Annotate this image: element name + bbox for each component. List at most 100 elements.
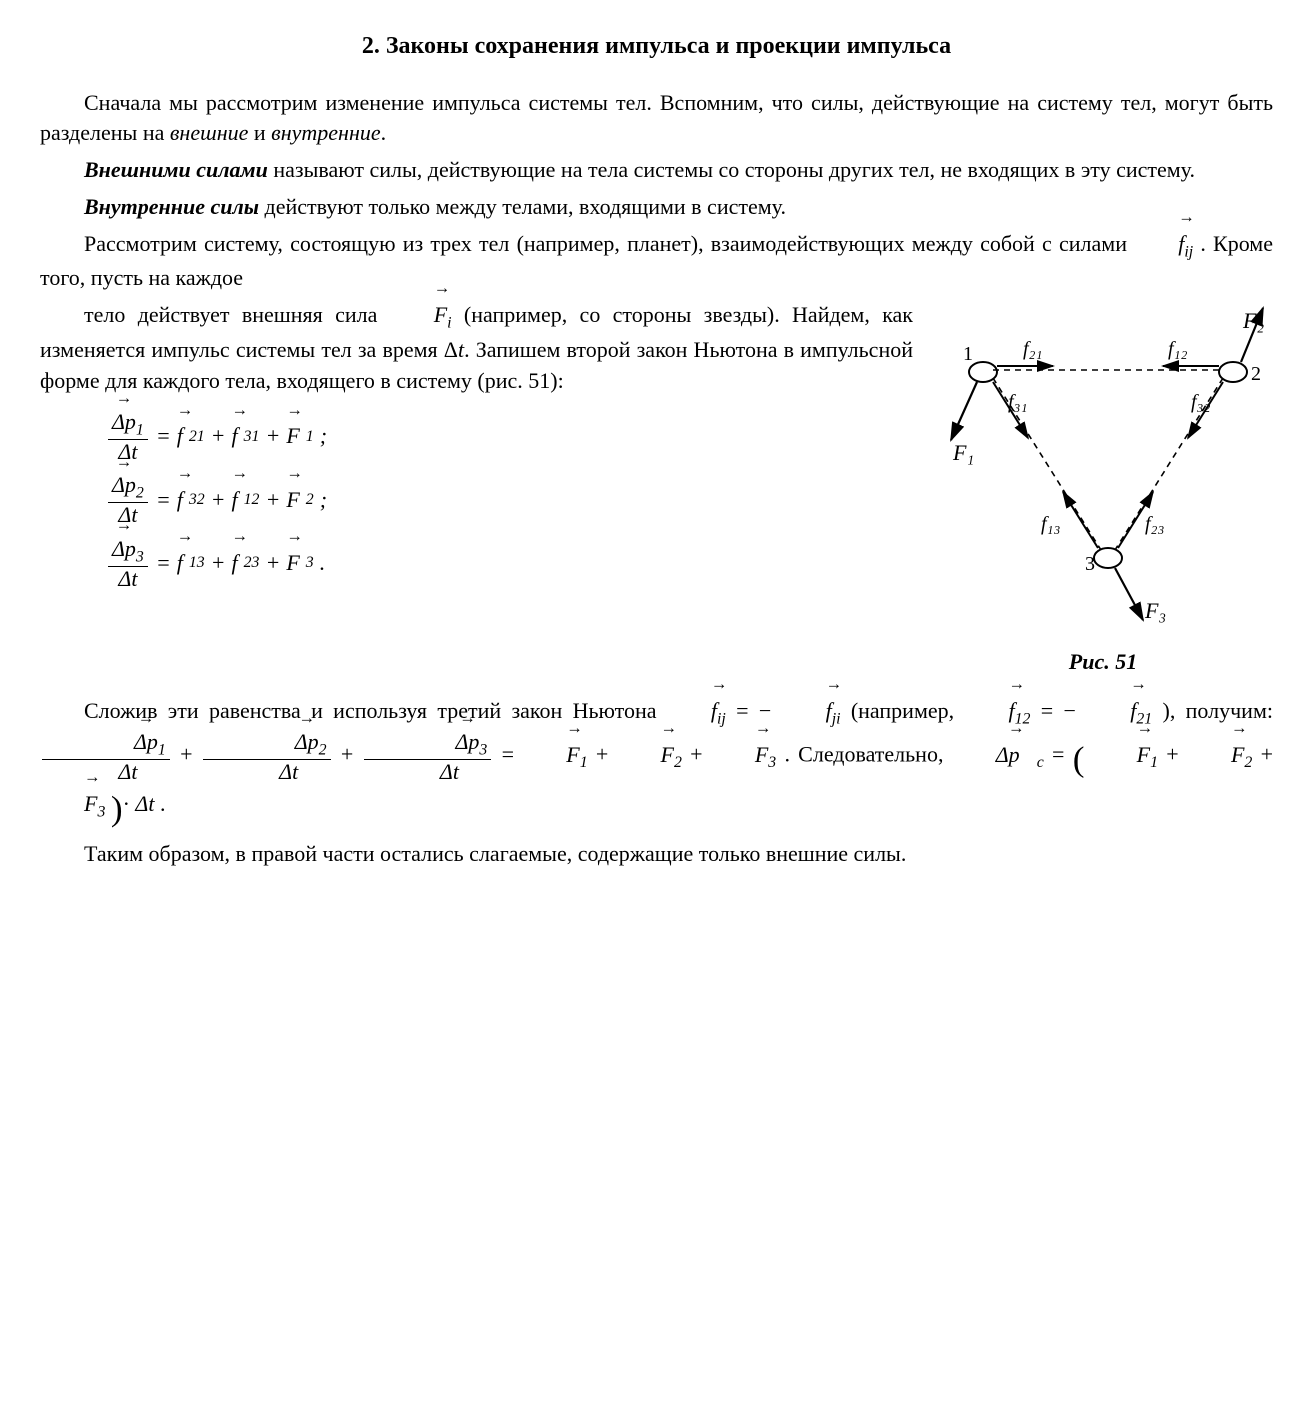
- sum-F3s: 3: [768, 754, 776, 771]
- fig-f21: f₂₁: [1023, 338, 1042, 360]
- equation-3: Δp3 Δt = f13 + f23 + F3 .: [106, 537, 913, 590]
- sum-end: . Следовательно,: [784, 742, 951, 767]
- eq1-t2b: f: [232, 423, 238, 448]
- dpc-p1: +: [1166, 742, 1187, 767]
- eq3-t2b: f: [232, 550, 238, 575]
- p1-em-2: внутренние: [271, 120, 380, 145]
- fig-f32: f₃₂: [1191, 391, 1211, 413]
- n3-lb: f: [711, 698, 717, 723]
- eq2-t1: f: [177, 485, 183, 516]
- sum-dp2s: 2: [319, 742, 327, 759]
- eq3-t3s: 3: [306, 552, 314, 574]
- p6d: .: [160, 791, 166, 816]
- fig-label-3: 3: [1085, 553, 1095, 575]
- sum-F3: F: [711, 740, 768, 771]
- sum-f3: Δp3 Δt: [364, 730, 492, 783]
- dpc-F3: F: [40, 789, 97, 820]
- fig-F2: F₂: [1242, 308, 1264, 333]
- sum-dp3s: 3: [479, 742, 487, 759]
- eq1-semi: ;: [320, 421, 327, 452]
- fig-f31: f₃₁: [1008, 391, 1027, 413]
- dpc-F3b: F: [84, 791, 97, 816]
- eq1-dp: Δp: [112, 410, 136, 433]
- eq2-semi: ;: [320, 485, 327, 516]
- eq3-dp: Δp: [112, 537, 136, 560]
- dpc-F2s: 2: [1244, 754, 1252, 771]
- sum-F2: F: [617, 740, 674, 771]
- sum-dp1s: 1: [158, 742, 166, 759]
- p2-lead: Внешними силами: [84, 157, 268, 182]
- dpc-b: Δp⃗: [996, 742, 1037, 767]
- eq1-eq: =: [156, 421, 171, 452]
- figure-51-svg: 1 2 3 f₂₁ f₁₂ f₃₁ f₃₂ f₁₃ f₂₃ F₁ F₂ F₃: [933, 300, 1273, 630]
- p6c: ), получим:: [1163, 698, 1274, 723]
- eq1-t3s: 1: [306, 426, 314, 448]
- eq1-p2: +: [265, 421, 280, 452]
- eq2-t3s: 2: [306, 489, 314, 511]
- eq3-p2: +: [265, 548, 280, 579]
- fig-F1: F₁: [952, 440, 974, 465]
- eq3-t1s: 13: [189, 552, 205, 574]
- sum-p2: +: [341, 742, 362, 767]
- n3-rb: f: [826, 698, 832, 723]
- sum-f1: Δp1 Δt: [42, 730, 170, 783]
- eq1-dp-base: Δp: [112, 409, 136, 434]
- sum-dp2b: Δp: [295, 729, 319, 754]
- eq3-dp-base: Δp: [112, 536, 136, 561]
- p2-text: называют силы, действующие на тела систе…: [268, 157, 1195, 182]
- eq2-p2: +: [265, 485, 280, 516]
- dpc-s: c: [1037, 754, 1044, 771]
- paren-l: (: [1073, 740, 1085, 779]
- eq3-t1b: f: [177, 550, 183, 575]
- p3-text: действуют только между телами, входящими…: [259, 194, 786, 219]
- eq2-t1b: f: [177, 487, 183, 512]
- section-title: 2. Законы сохранения импульса и проекции…: [40, 30, 1273, 64]
- dpc-F2b: F: [1231, 742, 1244, 767]
- sym-fij-base: f: [1178, 231, 1184, 256]
- paragraph-3: Внутренние силы действуют только между т…: [40, 192, 1273, 223]
- eq1-dp-sub: 1: [136, 422, 144, 439]
- dpc-F3s: 3: [97, 804, 105, 821]
- sum-F1s: 1: [580, 754, 588, 771]
- sum-dt1: Δt: [70, 760, 141, 783]
- eq3-t2: f: [232, 548, 238, 579]
- eq2-t2b: f: [232, 487, 238, 512]
- eq3-t3b: F: [286, 550, 299, 575]
- eq1-t3: F: [286, 421, 299, 452]
- equation-1: Δp1 Δt = f21 + f31 + F1 ;: [106, 410, 913, 463]
- sum-p1: +: [180, 742, 201, 767]
- sum-dt3: Δt: [392, 760, 463, 783]
- p4a: Рассмотрим систему, состоящую из трех те…: [84, 231, 1134, 256]
- sum-F1b: F: [566, 742, 579, 767]
- dpc-F1b: F: [1137, 742, 1150, 767]
- dpc-eq: =: [1052, 742, 1073, 767]
- eq3-dot: .: [320, 548, 326, 579]
- n3-r: f: [782, 696, 832, 727]
- fig-f13: f₁₃: [1041, 513, 1061, 535]
- sym-fij-sub: ij: [1184, 243, 1193, 260]
- p1-text-c: .: [381, 120, 387, 145]
- sym-Fi-base: F: [434, 302, 447, 327]
- eq2-t2s: 12: [244, 489, 260, 511]
- sum-dp1: Δp: [90, 730, 158, 753]
- p1-em-1: внешние: [170, 120, 249, 145]
- p5a: тело действует внешняя сила: [84, 302, 390, 327]
- paren-r: ): [111, 789, 123, 828]
- p1-text-b: и: [248, 120, 271, 145]
- figure-51: 1 2 3 f₂₁ f₁₂ f₃₁ f₃₂ f₁₃ f₂₃ F₁ F₂ F₃ Р…: [933, 300, 1273, 678]
- paragraph-7: Таким образом, в правой части остались с…: [40, 839, 1273, 870]
- paragraph-2: Внешними силами называют силы, действующ…: [40, 155, 1273, 186]
- eq1-t1: f: [177, 421, 183, 452]
- dpc-p2: +: [1261, 742, 1273, 767]
- sum-F2b: F: [661, 742, 674, 767]
- eq2-dp-base: Δp: [112, 472, 136, 497]
- eq1-t1b: f: [177, 423, 183, 448]
- sum-eq: =: [502, 742, 523, 767]
- eq2-dp-sub: 2: [136, 485, 144, 502]
- dpc-F2: F: [1187, 740, 1244, 771]
- ex-rb: f: [1130, 698, 1136, 723]
- eq2-t3b: F: [286, 487, 299, 512]
- eq3-dp-sub: 3: [136, 548, 144, 565]
- ex-eq: = −: [1041, 698, 1086, 723]
- sum-pF2: +: [690, 742, 711, 767]
